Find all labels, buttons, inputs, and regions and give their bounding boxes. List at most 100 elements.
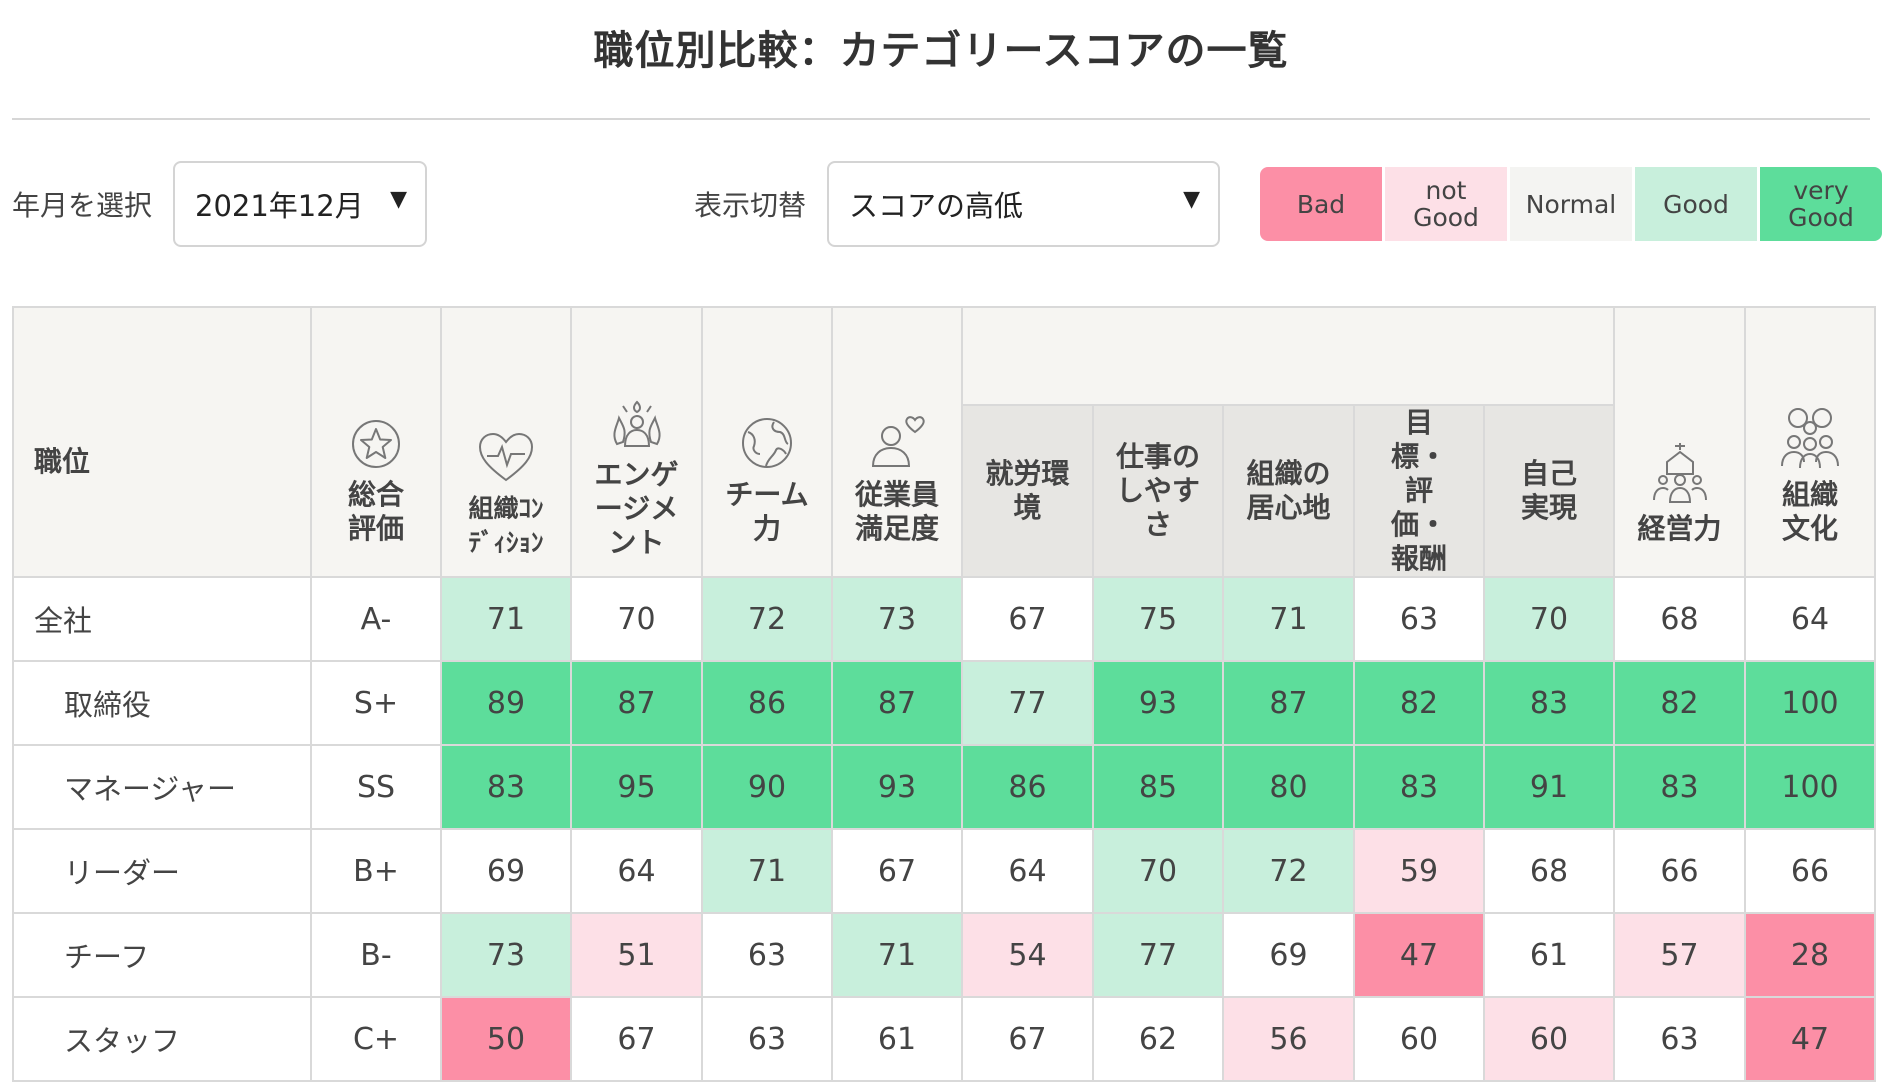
score-cell: 67: [570, 996, 703, 1082]
header-org-condition: 組織ｺﾝﾃﾞｨｼｮﾝ: [440, 306, 572, 578]
score-cell: 70: [1092, 828, 1224, 914]
position-cell: 全社: [12, 576, 312, 662]
header-satisfaction-label: 従業員満足度: [854, 478, 939, 545]
table-row: チーフ B- 73 51 63 71 54 77 69 47 61 57 28: [12, 912, 1876, 998]
month-select[interactable]: 2021年12月 ▼: [173, 161, 427, 247]
score-cell: 95: [570, 744, 703, 830]
score-cell: 93: [831, 744, 963, 830]
score-cell: 72: [701, 576, 833, 662]
management-building-icon: [1652, 443, 1707, 503]
score-cell: 82: [1613, 660, 1746, 746]
table-row: リーダー B+ 69 64 71 67 64 70 72 59 68 66 66: [12, 828, 1876, 914]
person-heart-icon: [871, 416, 925, 467]
header-self-realization: 自己実現: [1483, 404, 1615, 578]
score-cell: 71: [440, 576, 572, 662]
score-cell: 83: [440, 744, 572, 830]
score-cell: 54: [961, 912, 1094, 998]
header-engagement: エンゲージメント: [570, 306, 703, 578]
score-cell: 73: [440, 912, 572, 998]
overall-grade-cell: S+: [310, 660, 442, 746]
engagement-flame-icon: [612, 400, 661, 447]
score-cell: 63: [1353, 576, 1485, 662]
score-cell: 70: [570, 576, 703, 662]
display-toggle-select[interactable]: スコアの高低 ▼: [827, 161, 1220, 247]
overall-grade-cell: C+: [310, 996, 442, 1082]
overall-grade-cell: B-: [310, 912, 442, 998]
header-org-condition-label: 組織ｺﾝﾃﾞｨｼｮﾝ: [468, 494, 544, 557]
score-cell: 67: [831, 828, 963, 914]
header-culture: 組織文化: [1744, 306, 1876, 578]
score-cell: 61: [831, 996, 963, 1082]
score-cell: 100: [1744, 660, 1876, 746]
score-rows: 全社 A- 71 70 72 73 67 75 71 63 70 68 64 取締役 S+ 89 87 86 87 7…: [12, 576, 1876, 1082]
score-cell: 61: [1483, 912, 1615, 998]
score-cell: 77: [961, 660, 1094, 746]
table-row: マネージャー SS 83 95 90 93 86 85 80 83 91 83 100: [12, 744, 1876, 830]
score-cell: 47: [1744, 996, 1876, 1082]
score-cell: 72: [1222, 828, 1355, 914]
score-cell: 62: [1092, 996, 1224, 1082]
score-cell: 60: [1483, 996, 1615, 1082]
header-engagement-label: エンゲージメント: [594, 458, 679, 559]
score-cell: 60: [1353, 996, 1485, 1082]
table-row: 取締役 S+ 89 87 86 87 77 93 87 82 83 82 100: [12, 660, 1876, 746]
score-cell: 67: [961, 996, 1094, 1082]
category-score-table: 職位 総合評価 組織ｺﾝﾃﾞｨｼｮﾝ エンゲージメ: [12, 306, 1876, 1082]
header-self-realization-label: 自己実現: [1520, 457, 1577, 524]
month-select-value: 2021年12月: [195, 189, 364, 223]
score-cell: 28: [1744, 912, 1876, 998]
header-satisfaction: 従業員満足度: [831, 306, 963, 578]
table-row: 全社 A- 71 70 72 73 67 75 71 63 70 68 64: [12, 576, 1876, 662]
score-cell: 63: [701, 912, 833, 998]
heartbeat-icon: [478, 432, 534, 482]
position-cell: リーダー: [12, 828, 312, 914]
header-team: チーム力: [701, 306, 833, 578]
header-position: 職位: [12, 306, 312, 578]
score-cell: 80: [1222, 744, 1355, 830]
score-cell: 85: [1092, 744, 1224, 830]
header-goals: 目標・評価・報酬: [1353, 404, 1485, 578]
score-cell: 64: [1744, 576, 1876, 662]
score-cell: 83: [1483, 660, 1615, 746]
score-cell: 83: [1353, 744, 1485, 830]
header-overall-label: 総合評価: [347, 478, 404, 545]
header-management: 経営力: [1613, 306, 1746, 578]
score-cell: 93: [1092, 660, 1224, 746]
score-cell: 59: [1353, 828, 1485, 914]
display-toggle-value: スコアの高低: [849, 189, 1024, 223]
header-management-label: 経営力: [1637, 512, 1722, 545]
header-work-env: 就労環境: [961, 404, 1094, 578]
header-satisfaction-group-spacer: [961, 306, 1615, 405]
legend-not-good: not Good: [1385, 167, 1507, 241]
score-cell: 51: [570, 912, 703, 998]
star-icon: [352, 420, 400, 468]
chevron-down-icon: ▼: [1183, 187, 1200, 212]
score-cell: 50: [440, 996, 572, 1082]
score-cell: 77: [1092, 912, 1224, 998]
score-cell: 57: [1613, 912, 1746, 998]
score-cell: 87: [1222, 660, 1355, 746]
divider: [12, 118, 1870, 120]
score-legend: Bad not Good Normal Good very Good: [1260, 167, 1882, 241]
score-cell: 71: [701, 828, 833, 914]
score-cell: 66: [1613, 828, 1746, 914]
header-team-label: チーム力: [725, 478, 809, 545]
header-ease-of-work: 仕事のしやすさ: [1092, 404, 1224, 578]
position-cell: チーフ: [12, 912, 312, 998]
score-cell: 73: [831, 576, 963, 662]
score-cell: 68: [1613, 576, 1746, 662]
page-title: 職位別比較：カテゴリースコアの一覧: [593, 28, 1289, 74]
position-cell: 取締役: [12, 660, 312, 746]
score-cell: 87: [570, 660, 703, 746]
overall-grade-cell: SS: [310, 744, 442, 830]
header-overall: 総合評価: [310, 306, 442, 578]
header-goals-label: 目標・評価・報酬: [1390, 406, 1447, 575]
score-cell: 56: [1222, 996, 1355, 1082]
score-cell: 69: [1222, 912, 1355, 998]
display-toggle-label: 表示切替: [694, 189, 807, 222]
score-cell: 63: [701, 996, 833, 1082]
score-cell: 66: [1744, 828, 1876, 914]
header-comfort-label: 組織の居心地: [1246, 457, 1331, 524]
month-select-label: 年月を選択: [12, 189, 153, 222]
legend-normal: Normal: [1510, 167, 1632, 241]
